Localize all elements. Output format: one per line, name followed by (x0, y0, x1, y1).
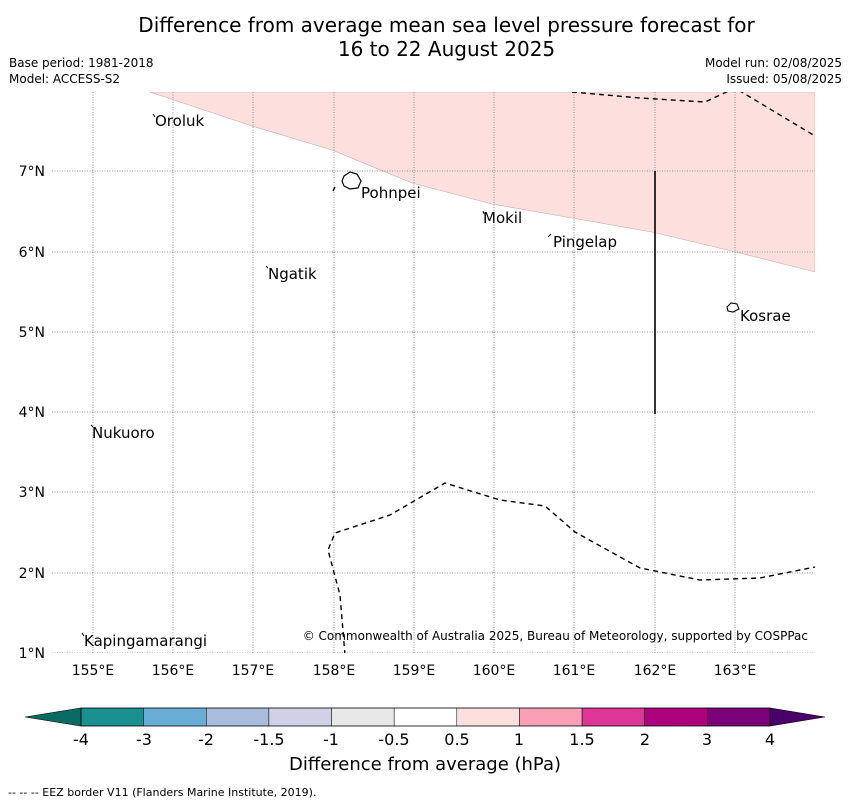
place-labels: Oroluk Pohnpei Mokil Pingelap Ngatik Kos… (84, 112, 791, 650)
colorbar-bin (268, 707, 332, 727)
place-label-nukuoro: Nukuoro (92, 424, 155, 442)
copyright-credit: © Commonwealth of Australia 2025, Bureau… (303, 629, 808, 643)
place-label-kapingamarangi: Kapingamarangi (84, 632, 207, 650)
atoll-marks (81, 113, 552, 637)
colorbar: -4 -3 -2 -1.5 -1 -0.5 0.5 1 1.5 2 3 4 (24, 707, 826, 749)
colorbar-tick-label: -3 (136, 730, 152, 749)
colorbar-tick-label: 1 (514, 730, 524, 749)
lon-tick-label: 162°E (634, 663, 677, 679)
issued-text: Issued: 05/08/2025 (726, 72, 842, 86)
colorbar-bin (707, 707, 771, 727)
colorbar-bin (519, 707, 583, 727)
lon-tick-label: 160°E (473, 663, 516, 679)
colorbar-over-arrow (769, 707, 826, 727)
colorbar-bins (80, 707, 771, 727)
colorbar-bin (644, 707, 708, 727)
colorbar-tick-label: -1 (323, 730, 339, 749)
lat-tick-label: 2°N (19, 566, 45, 582)
eez-borders (327, 92, 815, 653)
model-text: Model: ACCESS-S2 (9, 72, 121, 86)
eez-border-legend-note: -- -- -- EEZ border V11 (Flanders Marine… (8, 786, 317, 799)
colorbar-tick-label: 4 (765, 730, 775, 749)
eez-border-north (571, 92, 815, 137)
map-panel (52, 92, 815, 653)
model-run-text: Model run: 02/08/2025 (704, 56, 842, 70)
lon-tick-label: 158°E (313, 663, 356, 679)
colorbar-tick-label: 0.5 (444, 730, 469, 749)
colorbar-under-arrow (24, 707, 82, 727)
colorbar-tick-label: -2 (198, 730, 214, 749)
colorbar-tick-label: -0.5 (378, 730, 409, 749)
kosrae-island-outline (726, 302, 740, 313)
colorbar-bin (581, 707, 645, 727)
place-label-ngatik: Ngatik (268, 265, 317, 283)
lat-tick-label: 6°N (19, 245, 45, 261)
lon-tick-label: 155°E (72, 663, 115, 679)
colorbar-bin (206, 707, 270, 727)
colorbar-tick-labels: -4 -3 -2 -1.5 -1 -0.5 0.5 1 1.5 2 3 4 (73, 730, 775, 749)
lon-tick-label: 156°E (152, 663, 195, 679)
eez-border-south (327, 482, 815, 653)
colorbar-frame (80, 707, 771, 727)
lat-tick-label: 5°N (19, 325, 45, 341)
latitude-tick-labels: 7°N 6°N 5°N 4°N 3°N 2°N 1°N (19, 164, 45, 662)
colorbar-tick-label: -4 (73, 730, 89, 749)
lat-tick-label: 1°N (19, 646, 45, 662)
place-label-kosrae: Kosrae (740, 307, 791, 325)
map-title-line-1: Difference from average mean sea level p… (138, 13, 755, 37)
colorbar-tick-label: 1.5 (569, 730, 594, 749)
longitude-tick-labels: 155°E 156°E 157°E 158°E 159°E 160°E 161°… (72, 663, 757, 679)
lon-tick-label: 161°E (553, 663, 596, 679)
lat-tick-label: 7°N (19, 164, 45, 180)
lat-tick-label: 4°N (19, 405, 45, 421)
place-label-mokil: Mokil (483, 209, 522, 227)
colorbar-tick-label: 3 (702, 730, 712, 749)
colorbar-title: Difference from average (hPa) (288, 754, 562, 775)
colorbar-bin (143, 707, 207, 727)
colorbar-bin (393, 707, 458, 727)
colorbar-tick-label: -1.5 (253, 730, 284, 749)
metadata-right: Model run: 02/08/2025 Issued: 05/08/2025 (705, 55, 842, 87)
place-label-oroluk: Oroluk (155, 112, 204, 130)
lon-tick-label: 159°E (393, 663, 436, 679)
colorbar-bin (80, 707, 144, 727)
map-title-line-2: 16 to 22 August 2025 (337, 37, 556, 61)
pohnpei-island-outline (341, 171, 362, 190)
lat-tick-label: 3°N (19, 485, 45, 501)
place-label-pohnpei: Pohnpei (361, 184, 421, 202)
colorbar-bin (331, 707, 395, 727)
place-label-pingelap: Pingelap (553, 233, 617, 251)
base-period-text: Base period: 1981-2018 (9, 56, 154, 70)
positive-anomaly-shading (149, 92, 815, 273)
lon-tick-label: 157°E (232, 663, 275, 679)
metadata-left: Base period: 1981-2018 Model: ACCESS-S2 (9, 55, 154, 87)
colorbar-bin (456, 707, 520, 727)
lon-tick-label: 163°E (714, 663, 757, 679)
eez-border-pohnpei-fragment (332, 186, 336, 192)
colorbar-tick-label: 2 (640, 730, 650, 749)
